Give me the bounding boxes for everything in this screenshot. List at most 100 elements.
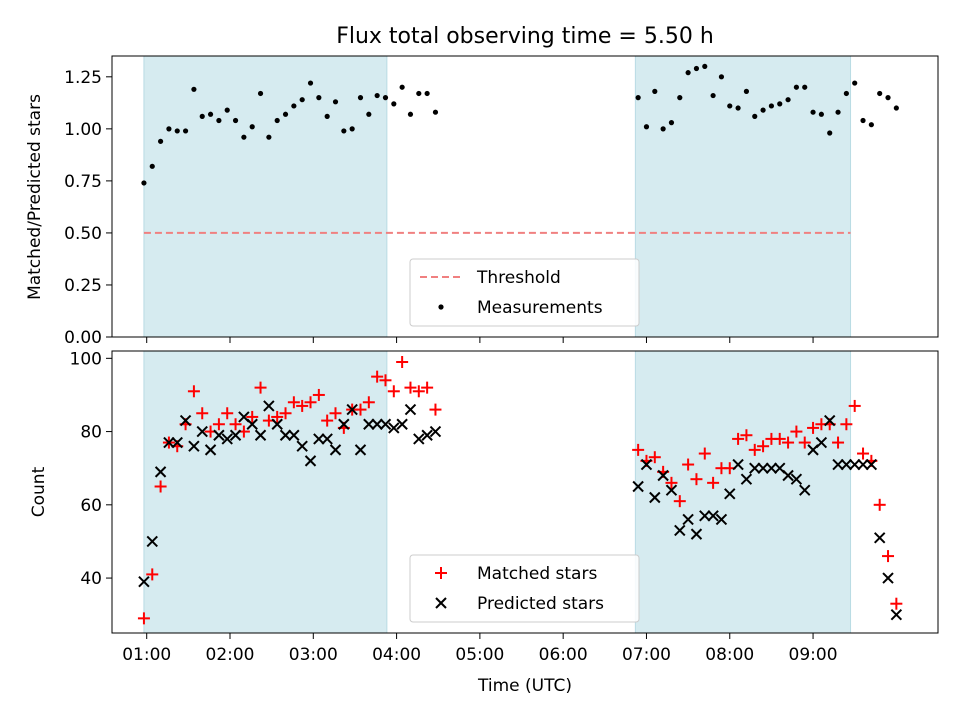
matched-stars-point — [379, 374, 392, 387]
predicted-stars-point — [363, 418, 375, 430]
bottom-y-tick-label: 100 — [70, 349, 102, 369]
measurements-point — [332, 99, 339, 105]
matched-stars-point — [857, 447, 870, 460]
top-legend-box — [409, 258, 640, 327]
predicted-stars-point — [371, 418, 383, 430]
matched-stars-point — [682, 458, 695, 471]
measurements-point — [760, 107, 766, 113]
predicted-stars-point — [313, 433, 325, 445]
predicted-stars-point — [413, 433, 425, 445]
legend-predicted-label: Predicted stars — [477, 594, 604, 614]
legend-predicted-swatch — [435, 597, 447, 609]
predicted-stars-point — [271, 418, 283, 430]
measurements-point — [374, 92, 380, 99]
measurements-point — [652, 88, 658, 94]
predicted-stars-point — [740, 473, 753, 485]
measurements-point — [768, 103, 775, 109]
legend-threshold-label: Threshold — [476, 268, 561, 288]
matched-stars-point — [740, 429, 753, 442]
matched-stars-point — [782, 436, 795, 449]
predicted-stars-point — [840, 458, 853, 471]
predicted-stars-point — [213, 429, 225, 441]
predicted-stars-point — [171, 436, 183, 449]
x-tick-label: 03:00 — [289, 645, 338, 665]
top-y-tick-label: 0.00 — [64, 328, 102, 348]
measurements-point — [141, 180, 147, 186]
matched-stars-point — [321, 414, 334, 427]
measurements-point — [174, 128, 180, 134]
legend-measurements-swatch — [438, 304, 444, 310]
top-y-axis: 0.00 0.25 0.50 0.75 1.00 1.25 — [64, 68, 112, 348]
bottom-y-axis: 40 60 80 100 — [70, 349, 112, 589]
measurements-point — [424, 90, 430, 97]
measurements-point — [735, 105, 741, 111]
measurements-point — [893, 105, 899, 111]
predicted-stars-point — [848, 458, 861, 471]
matched-stars-point — [698, 447, 711, 460]
matched-stars-point — [137, 612, 150, 625]
measurements-point — [827, 130, 833, 136]
predicted-stars-point — [354, 444, 367, 456]
predicted-stars-point — [429, 425, 442, 438]
predicted-stars-point — [715, 513, 728, 526]
predicted-stars-point — [421, 429, 433, 441]
bottom-shaded-intervals — [143, 350, 852, 634]
predicted-stars-point — [657, 469, 669, 482]
measurements-point — [182, 128, 189, 134]
predicted-stars-point — [196, 425, 208, 438]
measurements-point — [341, 128, 347, 134]
x-axis-label: Time (UTC) — [477, 676, 572, 696]
predicted-stars-point — [163, 436, 175, 449]
legend-matched-swatch — [435, 567, 447, 579]
measurements-point — [166, 126, 172, 132]
matched-stars-point — [421, 381, 434, 394]
bottom-panel: 40 60 80 100 01:00 02:00 03:00 04:00 05:00 06:00… — [29, 349, 939, 696]
predicted-stars-point — [329, 444, 342, 456]
measurements-point — [710, 92, 716, 99]
matched-stars-point — [354, 403, 367, 416]
matched-stars-point — [773, 432, 786, 445]
matched-stars-point — [221, 407, 234, 420]
measurements-point — [685, 70, 691, 76]
matched-stars-point — [304, 396, 317, 409]
predicted-stars-point — [229, 429, 242, 441]
measurements-point — [257, 90, 264, 97]
matched-stars-point — [873, 498, 886, 511]
top-shaded-interval-2 — [634, 55, 852, 338]
predicted-stars-point — [288, 429, 300, 441]
measurements-point — [399, 84, 405, 90]
measurements-point — [677, 95, 683, 101]
matched-stars-point — [732, 432, 745, 445]
measurements-point — [660, 126, 666, 132]
measurements-point — [291, 103, 297, 109]
predicted-stars-point — [204, 444, 217, 456]
measurements-point — [777, 101, 783, 107]
matched-stars-point — [748, 443, 761, 456]
measurements-point — [802, 84, 808, 90]
measurements-point — [635, 95, 641, 101]
measurements-point — [149, 163, 155, 169]
matched-stars-point — [707, 476, 720, 489]
predicted-stars-point — [221, 433, 233, 445]
matched-stars-point — [296, 399, 309, 412]
matched-stars-point — [848, 399, 861, 412]
predicted-stars-point — [296, 440, 308, 452]
predicted-stars-point — [707, 510, 719, 522]
measurements-point — [324, 113, 330, 119]
top-y-tick-label: 0.25 — [64, 276, 102, 296]
measurements-point — [224, 107, 230, 113]
bottom-series-layer — [137, 355, 903, 625]
matched-stars-point — [632, 443, 645, 456]
predicted-stars-point — [138, 576, 150, 588]
matched-stars-point — [229, 418, 242, 431]
top-panel: 0.00 0.25 0.50 0.75 1.00 1.25 Flux total obse… — [25, 24, 939, 348]
x-tick-label: 09:00 — [789, 645, 838, 665]
predicted-stars-point — [640, 458, 653, 471]
bottom-shaded-interval-2 — [634, 350, 852, 634]
predicted-stars-point — [649, 491, 661, 504]
measurements-point — [860, 117, 866, 124]
matched-stars-point — [387, 385, 400, 398]
top-y-tick-label: 1.25 — [64, 68, 102, 88]
measurements-point — [835, 109, 841, 115]
